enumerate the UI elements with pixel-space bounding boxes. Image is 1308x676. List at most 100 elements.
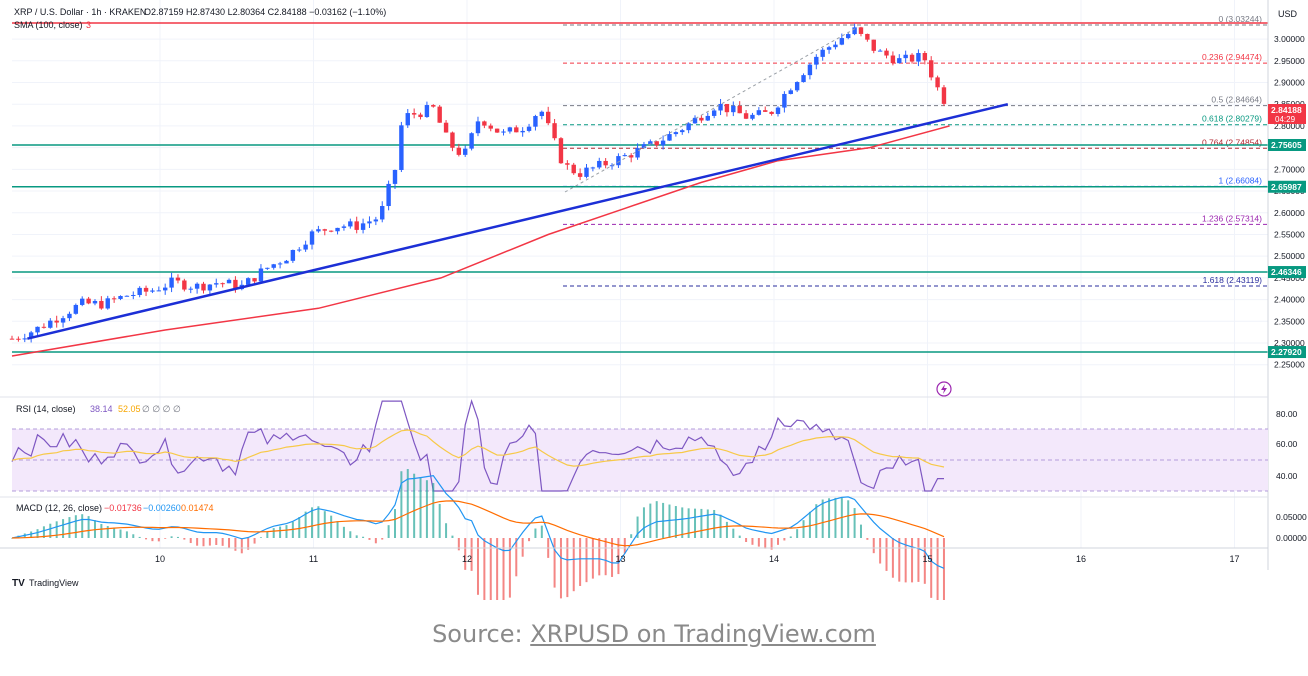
candle-up [807,64,813,76]
macd-hist-bar [496,538,499,600]
macd-hist-bar [936,538,939,600]
macd-hist-bar [585,538,588,583]
macd-hist-bar [898,538,901,582]
macd-hist-bar [815,504,818,538]
support-lines [12,22,1268,353]
macd-hist-bar [611,538,614,577]
macd-hist-bar [579,538,582,586]
lightning-icon[interactable] [936,381,952,397]
macd-hist-bar [221,538,224,546]
price-tick-label: 2.95000 [1274,56,1305,66]
macd-hist-bar [853,508,856,538]
candle-down [9,338,15,340]
last-price-value: 2.84188 [1271,105,1302,115]
candle-up [794,82,800,91]
candle-up [711,110,717,116]
macd-hist-bar [368,538,371,540]
macd-histogram [11,469,945,600]
candle-up [814,56,819,65]
candle-down [577,173,583,177]
candle-up [156,290,162,292]
macd-hist-bar [266,531,269,538]
candle-up [207,284,213,291]
candle-down [99,300,104,309]
candle-up [392,169,398,184]
candle-up [80,298,85,305]
macd-hist-bar [445,523,448,538]
support-badge-value: 2.27920 [1271,347,1302,357]
candle-up [341,226,347,228]
candle-up [35,326,40,333]
candle-down [858,27,864,34]
macd-hist-bar [374,538,377,544]
candle-up [648,141,653,145]
candle-up [520,130,525,133]
time-tick-label: 11 [309,554,318,564]
candle-down [558,138,564,164]
support-badge [1268,138,1306,151]
rsi-line [11,399,944,492]
candle-down [220,283,225,285]
candle-up [22,338,27,340]
candle-down [724,103,730,113]
candle-down [16,338,21,340]
candle-down [54,320,59,323]
macd-hist-bar [106,526,109,538]
time-tick-label: 16 [1076,554,1086,564]
candle-down [865,33,870,40]
time-axis-ticks[interactable]: 10 11 12 13 14 15 16 17 [155,554,1240,564]
candle-up [501,131,506,133]
macd-hist-bar [668,504,671,538]
candle-up [475,121,481,134]
macd-hist-bar [508,538,511,598]
candle-down [111,298,117,300]
candle-up [839,38,845,45]
candle-up [194,283,200,289]
support-badge-value: 2.65987 [1271,182,1302,192]
macd-hist-bar [36,529,39,538]
macd-hist-bar [272,528,275,538]
candle-up [309,231,315,245]
price-tick-label: 2.40000 [1274,295,1305,305]
candle-up [73,304,79,314]
macd-hist-bar [387,525,390,538]
time-tick-label: 10 [155,554,165,564]
price-tick-label: 2.60000 [1274,208,1305,218]
macd-hist-bar [796,529,799,538]
caption-link[interactable]: XRPUSD on TradingView.com [530,620,876,648]
macd-hist-bar [521,538,524,557]
candle-up [399,125,404,170]
macd-hist-bar [74,515,77,538]
macd-hist-bar [713,509,716,538]
support-badge [1268,346,1306,359]
macd-tick-005: 0.05000 [1276,512,1307,522]
macd-hist-bar [100,524,103,538]
macd-hist-bar [572,538,575,592]
candle-up [897,58,902,64]
macd-hist-bar [49,523,52,538]
macd-hist-bar [183,538,186,540]
candle-up [245,278,251,285]
macd-hist-bar [413,473,416,538]
macd-hist-bar [240,538,243,554]
macd-hist-bar [872,538,875,554]
macd-hist-bar [828,498,831,538]
tradingview-logo[interactable]: TV TradingView [12,578,79,589]
time-tick-label: 14 [769,554,779,564]
macd-hist-bar [145,538,148,540]
macd-hist-bar [802,520,805,538]
trading-chart[interactable]: 0 (3.03244) 0.236 (2.94474) 0.5 (2.84664) 0… [0,0,1308,600]
price-tick-label: 2.50000 [1274,251,1305,261]
candle-up [667,134,672,141]
macd-hist-bar [30,531,33,538]
support-badge [1268,180,1306,193]
candle-down [743,113,749,119]
macd-hist-bar [125,531,128,538]
macd-hist-bar [834,497,837,538]
macd-signal-line [11,500,945,547]
candle-down [328,230,334,232]
macd-hist-bar [228,538,231,549]
rsi-tick-80: 80.00 [1276,409,1298,419]
candle-up [680,130,685,133]
macd-hist-bar [406,469,409,538]
